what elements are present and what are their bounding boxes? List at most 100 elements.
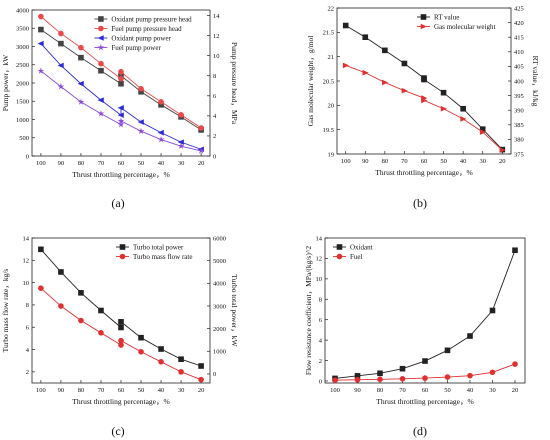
data-point: [118, 324, 124, 331]
y-left-tick-label: 4: [26, 347, 30, 354]
x-tick-label: 100: [36, 387, 46, 394]
data-point: [38, 13, 44, 20]
data-point: [422, 358, 428, 364]
x-tick-label: 30: [479, 158, 486, 165]
data-point: [118, 80, 124, 87]
legend-a: Oxidant pump pressure head Fuel pump pres…: [94, 15, 192, 52]
data-point: [98, 60, 104, 67]
data-point: [479, 126, 486, 132]
data-point: [377, 370, 383, 377]
data-point: [467, 372, 473, 379]
series-line: [40, 249, 202, 367]
y-left-tick-label: 10: [23, 280, 30, 287]
data-point: [38, 246, 44, 253]
y-left-tick-label: 8: [26, 302, 29, 309]
x-tick-label: 80: [78, 387, 85, 394]
data-point: [138, 85, 144, 92]
data-point: [178, 356, 184, 363]
y-right-tick-label: 385: [514, 122, 524, 129]
legend-marker: [98, 16, 104, 22]
data-point: [444, 374, 451, 380]
y-left-tick-label: 0: [319, 378, 322, 385]
series-line: [40, 43, 202, 150]
data-point: [98, 330, 104, 336]
data-point: [97, 110, 105, 117]
legend-label: Oxidant pump power: [111, 34, 171, 42]
legend-label: Gas molecular weight: [434, 23, 495, 31]
data-point: [138, 334, 144, 341]
y-right-tick-label: 375: [514, 151, 524, 158]
data-point: [422, 375, 428, 381]
y-left-tick-label: 21: [328, 54, 335, 61]
series-a-2: [37, 40, 204, 153]
y-left-tick-label: 8: [319, 297, 322, 304]
series-b-1: [342, 62, 506, 153]
data-point: [38, 285, 44, 291]
data-point: [197, 147, 205, 154]
legend-label: Oxidant pump pressure head: [111, 15, 192, 23]
data-point: [158, 359, 164, 365]
data-point: [489, 307, 496, 314]
y-right-tick-label: 8: [213, 73, 216, 80]
data-point: [37, 67, 45, 74]
data-point: [177, 142, 185, 150]
x-tick-label: 20: [499, 158, 506, 165]
x-axis-label: Thrust throttling percentage，%: [375, 168, 472, 177]
y-left-axis-label: Gas molecular weight，g/mol: [306, 36, 315, 127]
panel-label-d: (d): [413, 424, 427, 438]
data-point: [117, 121, 125, 128]
x-tick-label: 90: [58, 387, 65, 394]
data-point: [499, 147, 506, 153]
x-tick-label: 100: [36, 160, 46, 167]
legend-marker: [420, 14, 427, 20]
legend-marker: [336, 244, 343, 250]
x-tick-label: 90: [362, 158, 369, 165]
y-right-tick-label: 0: [213, 153, 216, 160]
y-right-tick-label: 400: [514, 78, 524, 85]
x-tick-label: 70: [98, 387, 105, 394]
data-point: [117, 105, 124, 111]
y-left-tick-label: 4: [319, 337, 323, 344]
series-c-0: [38, 246, 204, 369]
data-point: [117, 117, 125, 124]
x-tick-label: 70: [98, 160, 105, 167]
series-d-0: [332, 247, 518, 382]
data-point: [460, 116, 467, 122]
data-point: [58, 40, 64, 47]
y-left-tick-label: 19: [328, 151, 335, 158]
x-tick-label: 60: [421, 158, 428, 165]
data-point: [362, 34, 369, 40]
data-point: [137, 119, 144, 125]
data-point: [178, 369, 184, 375]
y-right-axis-label: RT value，kJ/kg: [531, 56, 540, 107]
data-point: [512, 361, 518, 367]
y-right-tick-label: 4000: [213, 281, 226, 288]
y-left-axis-label: Pump power，kW: [1, 54, 10, 111]
x-tick-label: 40: [460, 158, 467, 165]
series-c-1: [38, 285, 204, 383]
data-point: [118, 337, 124, 344]
x-tick-label: 100: [341, 158, 351, 165]
legend-marker: [97, 35, 104, 41]
data-point: [98, 67, 104, 74]
data-point: [399, 365, 406, 372]
y-left-tick-label: 6: [26, 325, 30, 332]
legend-marker: [420, 23, 427, 30]
series-a-3: [37, 67, 205, 154]
y-right-tick-label: 420: [514, 20, 524, 27]
y-left-tick-label: 12: [23, 258, 30, 265]
panel-label-a: (a): [111, 196, 124, 210]
data-point: [57, 83, 65, 90]
y-left-tick-label: 14: [316, 235, 323, 242]
x-tick-label: 70: [401, 158, 408, 165]
data-point: [58, 303, 64, 309]
data-point: [78, 54, 84, 61]
data-point: [178, 112, 184, 118]
series-line: [40, 287, 202, 381]
y-left-tick-label: 21.5: [323, 30, 334, 37]
legend-marker: [119, 244, 126, 250]
y-right-tick-label: 405: [514, 64, 524, 71]
y-right-tick-label: 2: [213, 133, 216, 140]
